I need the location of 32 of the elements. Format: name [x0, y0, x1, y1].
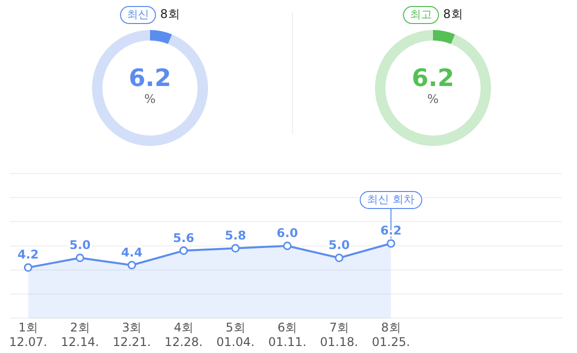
data-label: 5.0	[328, 238, 350, 252]
point	[128, 260, 136, 270]
annotation: 최신 회차	[367, 192, 415, 206]
x-tick-label: 6회 01.11.	[268, 320, 306, 349]
text: 6.2	[410, 64, 456, 92]
x-tick-label: 4회 12.28.	[164, 320, 203, 349]
chart-subtitle: 8회	[443, 7, 463, 21]
point	[334, 254, 344, 262]
chart-title: 최고	[403, 6, 440, 24]
x-tick-label: 5회 01.04.	[216, 320, 255, 349]
x-tick-label: 2회 12.14.	[60, 320, 100, 349]
chart-title: 최신	[120, 6, 156, 24]
point	[386, 239, 396, 248]
data-label: 4.4	[121, 245, 142, 260]
point	[76, 254, 84, 262]
point	[283, 242, 292, 250]
chart-subtitle: 8회	[160, 7, 180, 21]
text: 6.2	[128, 64, 172, 92]
x-tick-label: 7회 01.18.	[320, 320, 358, 349]
data-label: 5.8	[224, 228, 246, 242]
data-label: 5.6	[173, 230, 194, 245]
data-label: 5.0	[69, 238, 91, 252]
point	[231, 244, 240, 253]
x-tick-label: 1회 12.07.	[9, 320, 48, 349]
x-tick-label: 3회 12.21.	[112, 320, 151, 349]
x-tick-label: 8회 01.25.	[372, 320, 410, 349]
point	[24, 263, 32, 272]
data-label: 6.0	[276, 226, 298, 240]
text: %	[426, 92, 440, 106]
point	[179, 246, 188, 255]
data-label: 4.2	[18, 248, 39, 262]
text: %	[143, 92, 157, 106]
